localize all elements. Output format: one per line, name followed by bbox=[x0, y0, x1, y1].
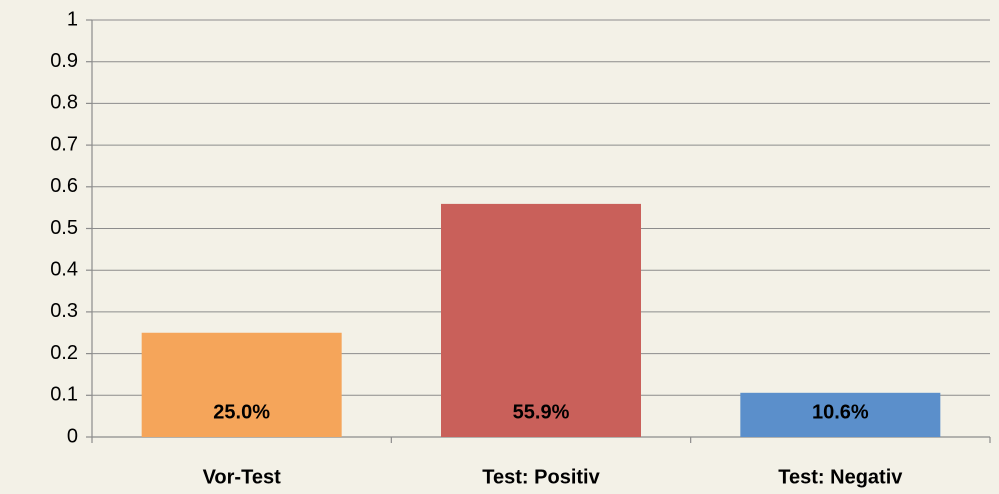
y-tick-label: 0.3 bbox=[50, 300, 78, 322]
value-label: 10.6% bbox=[812, 401, 869, 423]
y-tick-label: 0.9 bbox=[50, 50, 78, 72]
bar bbox=[740, 392, 941, 437]
y-tick-label: 0.8 bbox=[50, 92, 78, 114]
value-label: 55.9% bbox=[513, 401, 570, 423]
y-tick-label: 0.4 bbox=[50, 258, 78, 280]
bar bbox=[141, 332, 342, 437]
y-tick-label: 0.6 bbox=[50, 175, 78, 197]
y-tick-label: 0.5 bbox=[50, 217, 78, 239]
bar bbox=[441, 203, 641, 437]
y-tick-label: 0.7 bbox=[50, 133, 78, 155]
x-tick-label: Test: Positiv bbox=[482, 466, 600, 488]
y-tick-label: 1 bbox=[67, 8, 78, 30]
value-label: 25.0% bbox=[213, 401, 270, 423]
y-tick-label: 0.1 bbox=[50, 384, 78, 406]
y-tick-label: 0.2 bbox=[50, 342, 78, 364]
x-tick-label: Test: Negativ bbox=[778, 466, 903, 488]
y-tick-label: 0 bbox=[67, 425, 78, 447]
x-tick-label: Vor-Test bbox=[203, 466, 281, 488]
